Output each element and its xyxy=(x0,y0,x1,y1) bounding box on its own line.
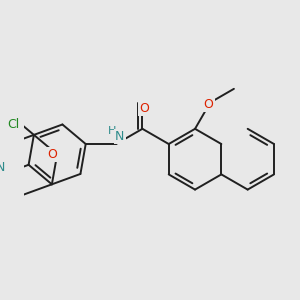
Text: O: O xyxy=(139,102,149,115)
Text: N: N xyxy=(0,161,5,174)
Text: O: O xyxy=(48,148,58,161)
Text: H: H xyxy=(108,126,117,136)
Text: Cl: Cl xyxy=(7,118,19,131)
Text: O: O xyxy=(203,98,213,111)
Text: N: N xyxy=(115,130,124,143)
